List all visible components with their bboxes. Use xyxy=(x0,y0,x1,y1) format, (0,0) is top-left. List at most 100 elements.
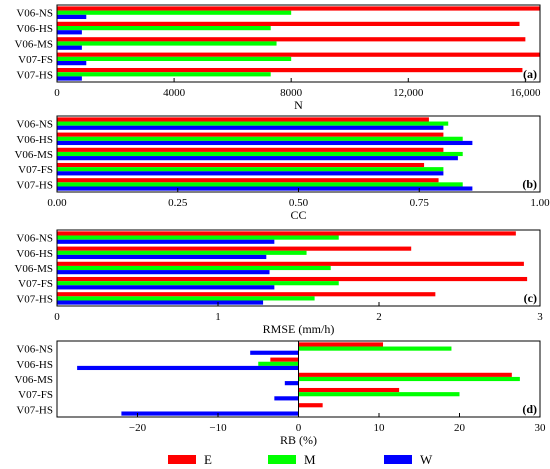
category-label: V07-HS xyxy=(16,179,53,191)
x-tick-label: 4000 xyxy=(163,87,186,99)
category-label: V07-FS xyxy=(18,389,53,401)
chart-panel-4: V06-NS V06-HS V06-MS V07-FS V07-HS −20 −10 0 10 2… xyxy=(14,340,547,447)
legend-swatch-W xyxy=(384,455,412,464)
bar-E-V07-FS xyxy=(298,387,400,393)
x-tick-label: 0 xyxy=(54,311,60,323)
x-tick-label: 0.75 xyxy=(410,197,430,209)
bar-W-V06-MS xyxy=(57,270,270,275)
legend-swatch-E xyxy=(168,455,196,464)
bar-W-V07-HS xyxy=(57,300,264,305)
bar-M-V06-HS xyxy=(57,136,463,141)
bar-M-V06-HS xyxy=(57,25,271,31)
bar-E-V06-MS xyxy=(57,261,524,266)
legend-label-E: E xyxy=(204,452,212,467)
panel-tag: (b) xyxy=(522,177,537,191)
category-label: V07-FS xyxy=(18,278,53,290)
bar-M-V07-FS xyxy=(298,392,460,397)
category-label: V06-MS xyxy=(14,149,53,161)
bar-W-V06-NS xyxy=(57,239,275,244)
bar-M-V06-MS xyxy=(57,265,331,271)
category-label: V07-HS xyxy=(16,404,53,416)
bar-M-V07-HS xyxy=(57,182,463,187)
x-tick-label: 2 xyxy=(376,311,382,323)
x-tick-label: 8000 xyxy=(280,87,303,99)
bar-W-V07-FS xyxy=(274,396,299,401)
bar-E-V06-NS xyxy=(57,117,429,122)
x-tick-label: 12,000 xyxy=(393,87,424,99)
x-tick-label: 0.25 xyxy=(168,197,188,209)
chart-panel-2: V06-NS V06-HS V06-MS V07-FS V07-HS 0.00 0.25 0.… xyxy=(14,115,550,222)
panel-tag: (d) xyxy=(522,402,537,416)
category-label: V07-FS xyxy=(18,54,53,66)
x-axis-title: N xyxy=(294,98,303,112)
x-tick-label: 16,000 xyxy=(510,87,541,99)
panel-tag: (a) xyxy=(523,67,537,81)
bar-W-V07-FS xyxy=(57,285,275,290)
bar-E-V07-FS xyxy=(57,162,425,168)
panel-tag: (c) xyxy=(524,291,537,305)
bar-E-V06-HS xyxy=(57,132,444,137)
bar-W-V06-MS xyxy=(57,45,82,50)
bar-E-V06-HS xyxy=(270,357,299,362)
legend-label-W: W xyxy=(420,452,433,467)
bar-W-V06-HS xyxy=(57,140,473,146)
bar-M-V06-NS xyxy=(298,346,452,351)
bar-E-V07-HS xyxy=(57,67,523,73)
bar-M-V06-HS xyxy=(57,250,307,255)
bar-W-V06-MS xyxy=(284,381,299,386)
bar-M-V06-HS xyxy=(258,361,299,366)
legend-label-M: M xyxy=(304,452,316,467)
bar-E-V06-NS xyxy=(57,6,540,11)
bar-E-V07-FS xyxy=(57,276,528,282)
x-tick-label: −20 xyxy=(129,422,147,434)
bar-M-V06-NS xyxy=(57,10,292,15)
bar-E-V06-MS xyxy=(57,37,526,42)
bar-E-V06-MS xyxy=(298,372,512,377)
category-label: V06-MS xyxy=(14,39,53,51)
bar-W-V06-NS xyxy=(57,125,444,130)
bar-E-V07-HS xyxy=(57,292,436,297)
bar-E-V06-HS xyxy=(57,21,520,26)
bar-M-V07-FS xyxy=(57,281,339,286)
bar-M-V06-NS xyxy=(57,235,339,240)
bar-E-V07-FS xyxy=(57,52,540,57)
bar-W-V06-HS xyxy=(57,30,82,35)
category-label: V07-FS xyxy=(18,164,53,176)
x-tick-label: 1.00 xyxy=(530,197,550,209)
x-tick-label: 0.00 xyxy=(47,197,67,209)
bar-W-V06-NS xyxy=(250,350,299,355)
bar-M-V07-HS xyxy=(57,72,271,77)
x-tick-label: 20 xyxy=(454,422,466,434)
legend-swatch-M xyxy=(268,455,296,464)
chart-panel-3: V06-NS V06-HS V06-MS V07-FS V07-HS0 1 2 3 RMSE (… xyxy=(14,229,543,336)
x-tick-label: 3 xyxy=(537,311,543,323)
x-axis-title: RB (%) xyxy=(280,433,317,447)
bar-E-V06-NS xyxy=(298,342,384,347)
category-label: V06-HS xyxy=(16,23,53,35)
x-axis-title: RMSE (mm/h) xyxy=(263,322,335,336)
x-tick-label: 10 xyxy=(374,422,386,434)
x-tick-label: 30 xyxy=(535,422,547,434)
bar-E-V06-NS xyxy=(57,231,516,236)
x-axis-title: CC xyxy=(290,208,306,222)
bar-E-V07-HS xyxy=(298,403,323,408)
category-label: V06-HS xyxy=(16,248,53,260)
chart-panel-1: V06-NS V06-HS V06-MS V07-FS V07-HS0 4000 8000 1… xyxy=(14,4,541,112)
x-tick-label: −10 xyxy=(209,422,227,434)
x-tick-label: 0.50 xyxy=(289,197,309,209)
bar-E-V06-HS xyxy=(57,246,412,251)
bar-W-V06-HS xyxy=(57,254,267,260)
category-label: V06-NS xyxy=(16,344,53,356)
category-label: V06-HS xyxy=(16,359,53,371)
category-label: V06-NS xyxy=(16,233,53,245)
bar-W-V07-HS xyxy=(57,76,82,81)
bar-M-V07-FS xyxy=(57,56,292,62)
bar-W-V07-FS xyxy=(57,171,444,176)
bar-M-V07-FS xyxy=(57,167,444,172)
category-label: V07-HS xyxy=(16,293,53,305)
bar-M-V07-HS xyxy=(57,296,315,301)
bar-W-V06-MS xyxy=(57,156,458,161)
